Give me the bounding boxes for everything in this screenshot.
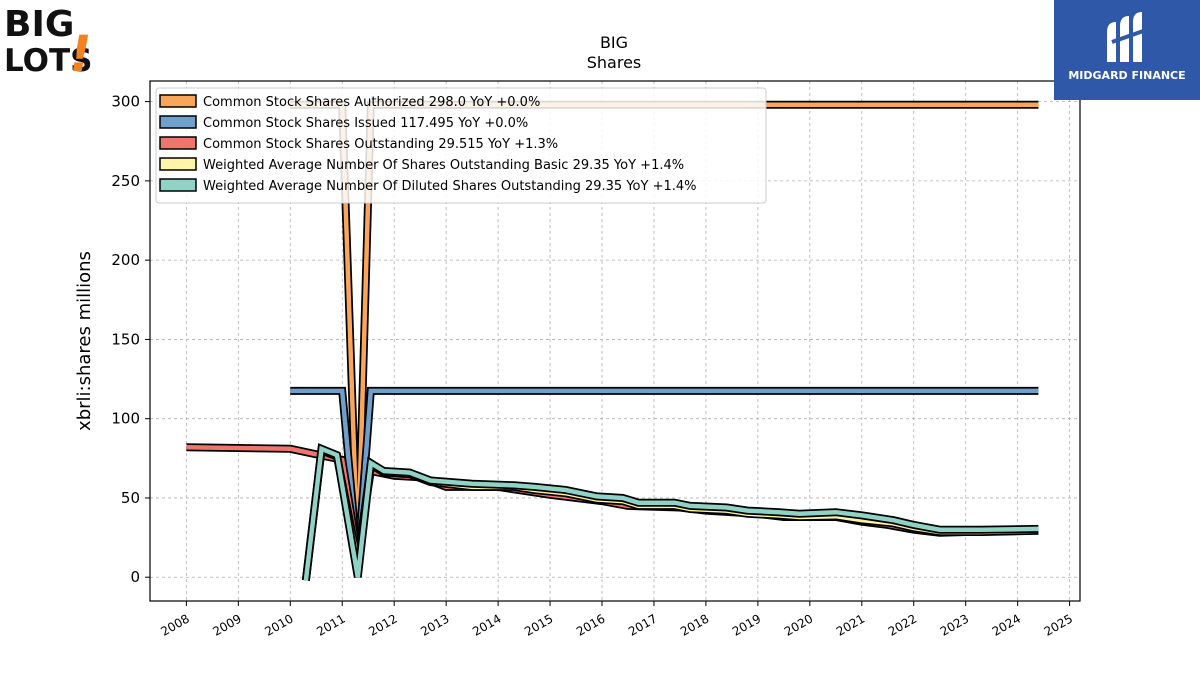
series-outline (301, 443, 1039, 581)
y-tick-label: 300 (111, 93, 140, 111)
logo-left-line2: LOTS (4, 43, 92, 74)
midgard-finance-logo: MIDGARD FINANCE (1054, 0, 1200, 100)
legend-label: Weighted Average Number Of Diluted Share… (203, 179, 697, 194)
y-tick-label: 50 (121, 489, 140, 507)
chart-subtitle: Shares (587, 53, 642, 72)
x-tick-label: 2012 (366, 611, 399, 638)
x-tick-label: 2011 (314, 611, 347, 638)
x-tick-label: 2019 (730, 611, 763, 638)
x-tick-label: 2023 (938, 611, 971, 638)
y-tick-label: 250 (111, 172, 140, 190)
logo-left-line1: BIG (4, 4, 74, 45)
legend: Common Stock Shares Authorized 298.0 YoY… (155, 87, 767, 204)
x-tick-label: 2022 (886, 611, 919, 638)
legend-item: Common Stock Shares Issued 117.495 YoY +… (159, 115, 528, 131)
x-tick-label: 2021 (834, 611, 867, 638)
x-tick-label: 2014 (470, 611, 503, 638)
x-tick-label: 2024 (990, 611, 1023, 638)
x-tick-label: 2017 (626, 611, 659, 638)
legend-box (155, 87, 767, 204)
series-line-5 (301, 443, 1039, 581)
x-tick-label: 2018 (678, 611, 711, 638)
x-tick-label: 2008 (158, 611, 191, 638)
x-tick-label: 2013 (418, 611, 451, 638)
legend-item: Common Stock Shares Outstanding 29.515 Y… (159, 136, 558, 152)
x-tick-label: 2010 (262, 611, 295, 638)
legend-swatch (159, 94, 197, 108)
series-line-4 (301, 444, 1039, 581)
big-lots-logo: BIG LOTS ! (2, 2, 102, 83)
x-tick-label: 2025 (1042, 611, 1075, 638)
legend-swatch (159, 136, 197, 150)
series-outline (301, 444, 1039, 581)
legend-swatch (159, 115, 197, 129)
x-tick-label: 2009 (210, 611, 243, 638)
y-tick-label: 0 (130, 568, 140, 586)
legend-label: Common Stock Shares Issued 117.495 YoY +… (203, 116, 528, 131)
series-stroke (303, 445, 1039, 581)
y-tick-label: 200 (111, 251, 140, 269)
y-tick-label: 100 (111, 410, 140, 428)
x-tick-label: 2015 (522, 611, 555, 638)
x-tick-label: 2020 (782, 611, 815, 638)
series-stroke (290, 388, 1039, 562)
legend-swatch (159, 178, 197, 192)
chart-title: BIG (600, 33, 628, 52)
legend-label: Weighted Average Number Of Shares Outsta… (203, 158, 684, 173)
midgard-m-icon (1107, 12, 1147, 62)
legend-swatch (159, 157, 197, 171)
legend-item: Weighted Average Number Of Diluted Share… (159, 178, 697, 194)
legend-item: Common Stock Shares Authorized 298.0 YoY… (159, 94, 540, 110)
legend-item: Weighted Average Number Of Shares Outsta… (159, 157, 684, 173)
midgard-finance-name: MIDGARD FINANCE (1068, 69, 1186, 82)
legend-label: Common Stock Shares Outstanding 29.515 Y… (203, 137, 558, 152)
plot-frame (149, 80, 1081, 602)
x-tick-label: 2016 (574, 611, 607, 638)
y-axis-label: xbrli:shares millions (74, 251, 95, 431)
legend-label: Common Stock Shares Authorized 298.0 YoY… (203, 95, 540, 110)
series-line-2 (290, 386, 1039, 562)
y-tick-label: 150 (111, 330, 140, 348)
series-stroke (303, 447, 1039, 581)
